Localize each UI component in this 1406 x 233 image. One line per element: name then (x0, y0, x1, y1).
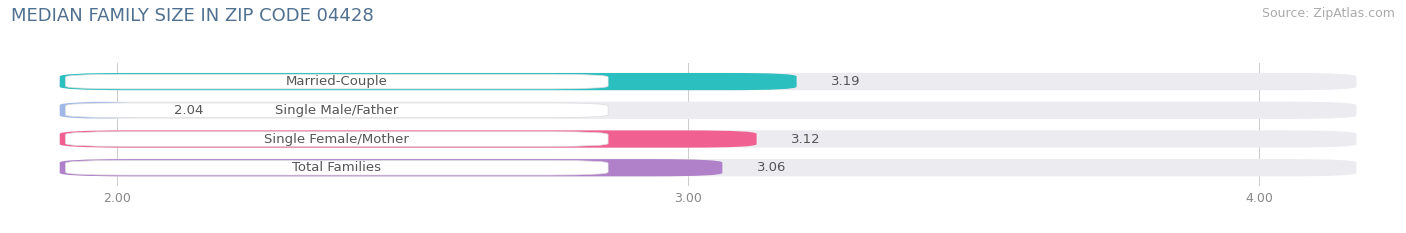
FancyBboxPatch shape (66, 74, 607, 89)
FancyBboxPatch shape (59, 159, 723, 176)
FancyBboxPatch shape (59, 159, 1357, 176)
FancyBboxPatch shape (59, 73, 1357, 90)
FancyBboxPatch shape (66, 103, 607, 118)
Text: Single Male/Father: Single Male/Father (276, 104, 398, 117)
FancyBboxPatch shape (59, 102, 139, 119)
FancyBboxPatch shape (66, 160, 607, 175)
Text: 3.06: 3.06 (756, 161, 786, 174)
Text: Total Families: Total Families (292, 161, 381, 174)
FancyBboxPatch shape (59, 102, 1357, 119)
Text: Single Female/Mother: Single Female/Mother (264, 133, 409, 146)
FancyBboxPatch shape (59, 73, 797, 90)
Text: Source: ZipAtlas.com: Source: ZipAtlas.com (1261, 7, 1395, 20)
Text: 2.04: 2.04 (174, 104, 204, 117)
Text: MEDIAN FAMILY SIZE IN ZIP CODE 04428: MEDIAN FAMILY SIZE IN ZIP CODE 04428 (11, 7, 374, 25)
FancyBboxPatch shape (59, 130, 756, 148)
FancyBboxPatch shape (59, 130, 1357, 148)
Text: Married-Couple: Married-Couple (285, 75, 388, 88)
Text: 3.12: 3.12 (790, 133, 821, 146)
Text: 3.19: 3.19 (831, 75, 860, 88)
FancyBboxPatch shape (66, 132, 607, 146)
